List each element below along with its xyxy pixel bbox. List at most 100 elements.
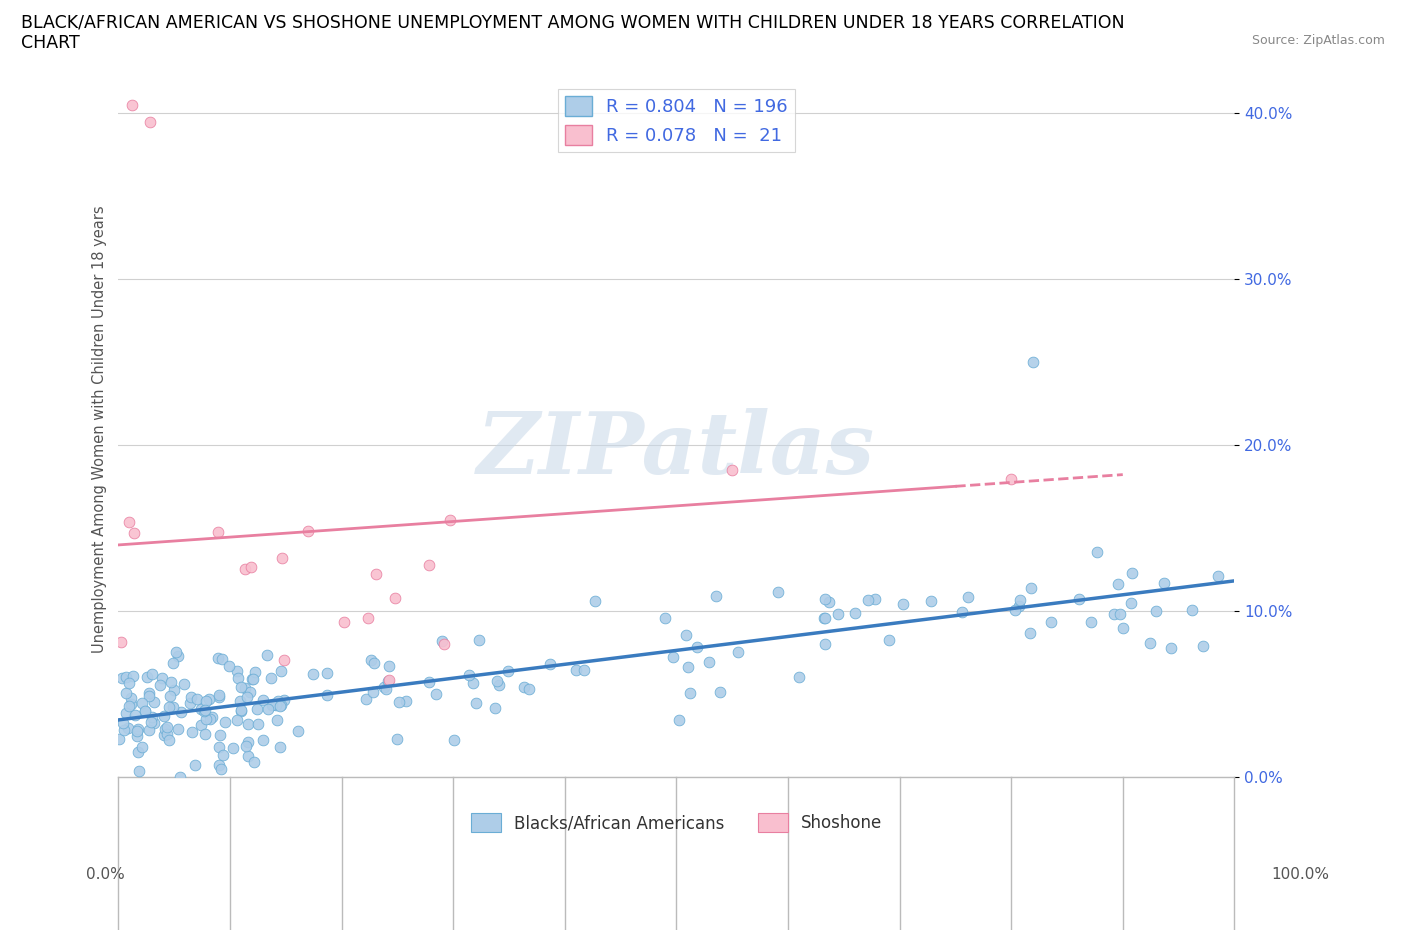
Text: CHART: CHART <box>21 34 80 52</box>
Point <box>425 686 447 701</box>
Point <box>233 562 256 577</box>
Point <box>662 649 685 664</box>
Point <box>704 588 727 603</box>
Point <box>675 628 697 643</box>
Text: 0.0%: 0.0% <box>86 867 125 882</box>
Point <box>131 739 153 754</box>
Point <box>465 696 488 711</box>
Point <box>814 591 837 606</box>
Point <box>225 712 247 727</box>
Point <box>121 98 143 113</box>
Point <box>190 718 212 733</box>
Point <box>287 724 309 738</box>
Text: 100.0%: 100.0% <box>1271 867 1330 882</box>
Point <box>439 512 461 527</box>
Point <box>373 680 395 695</box>
Point <box>1104 606 1126 621</box>
Point <box>366 566 388 581</box>
Point <box>181 724 204 739</box>
Point <box>118 699 141 714</box>
Point <box>138 722 160 737</box>
Point <box>273 693 295 708</box>
Point <box>173 677 195 692</box>
Point <box>186 691 208 706</box>
Point <box>488 677 510 692</box>
Point <box>259 671 281 685</box>
Point <box>1121 595 1143 610</box>
Point <box>1192 638 1215 653</box>
Point <box>159 674 181 689</box>
Point <box>1008 599 1031 614</box>
Point <box>127 721 149 736</box>
Point <box>122 669 145 684</box>
Point <box>240 672 263 687</box>
Point <box>315 666 337 681</box>
Point <box>236 689 259 704</box>
Point <box>891 596 914 611</box>
Point <box>1107 577 1129 591</box>
Point <box>1112 620 1135 635</box>
Point <box>208 740 231 755</box>
Point <box>184 758 207 773</box>
Point <box>1139 635 1161 650</box>
Point <box>120 697 142 711</box>
Point <box>1019 626 1042 641</box>
Point <box>120 691 142 706</box>
Point <box>858 592 880 607</box>
Point <box>252 692 274 707</box>
Point <box>496 663 519 678</box>
Point <box>485 673 508 688</box>
Point <box>668 712 690 727</box>
Point <box>207 757 229 772</box>
Point <box>395 694 418 709</box>
Point <box>1181 603 1204 618</box>
Point <box>226 663 249 678</box>
Point <box>430 634 453 649</box>
Point <box>378 672 401 687</box>
Point <box>170 704 193 719</box>
Point <box>377 673 399 688</box>
Point <box>686 640 709 655</box>
Point <box>207 525 229 539</box>
Point <box>141 714 163 729</box>
Point <box>117 721 139 736</box>
Point <box>260 698 283 712</box>
Point <box>239 560 262 575</box>
Point <box>141 667 163 682</box>
Point <box>118 675 141 690</box>
Point <box>198 692 221 707</box>
Point <box>538 657 561 671</box>
Point <box>169 770 191 785</box>
Point <box>315 688 337 703</box>
Point <box>231 702 253 717</box>
Point <box>270 551 292 565</box>
Point <box>957 589 980 604</box>
Point <box>229 703 252 718</box>
Point <box>138 686 160 701</box>
Point <box>208 687 231 702</box>
Point <box>149 678 172 693</box>
Point <box>209 727 232 742</box>
Point <box>125 728 148 743</box>
Point <box>214 714 236 729</box>
Point <box>517 682 540 697</box>
Point <box>138 689 160 704</box>
Point <box>111 715 134 730</box>
Point <box>141 710 163 724</box>
Point <box>1160 641 1182 656</box>
Point <box>207 650 229 665</box>
Point <box>388 695 411 710</box>
Point <box>574 663 596 678</box>
Point <box>162 656 184 671</box>
Point <box>193 726 215 741</box>
Point <box>208 689 231 704</box>
Point <box>384 591 406 605</box>
Point <box>112 723 135 737</box>
Point <box>153 728 176 743</box>
Point <box>162 699 184 714</box>
Point <box>125 724 148 738</box>
Point <box>159 688 181 703</box>
Point <box>198 711 221 726</box>
Point <box>950 604 973 619</box>
Point <box>814 610 837 625</box>
